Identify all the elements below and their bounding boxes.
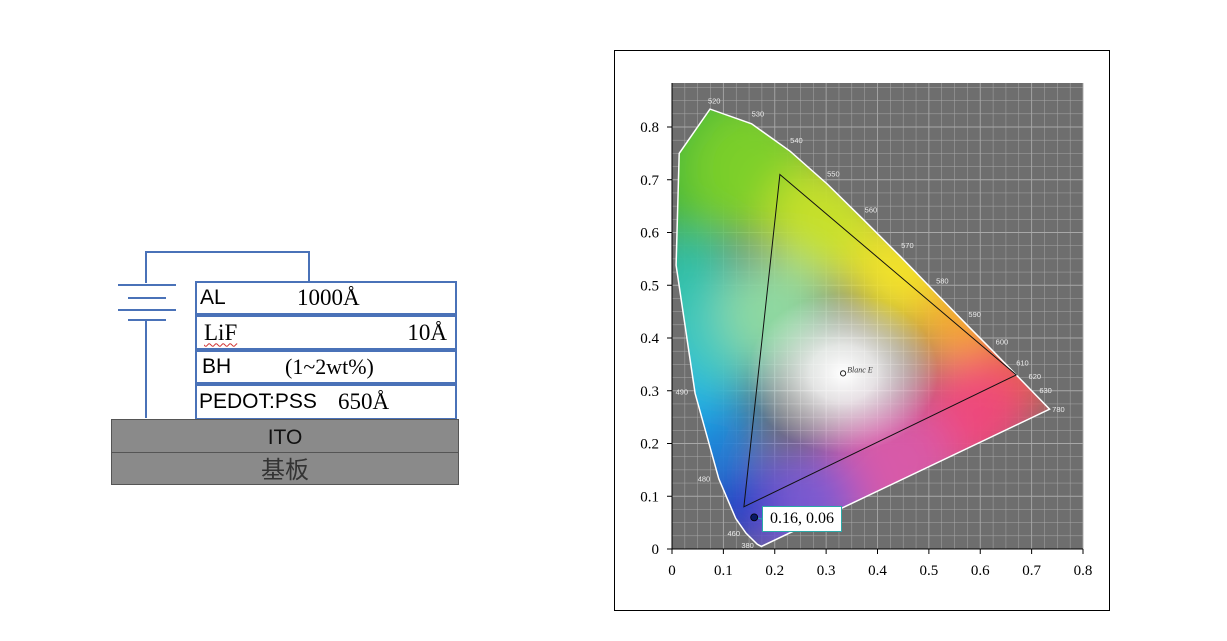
wavelength-label: 590	[968, 310, 981, 319]
y-tick-label: 0.7	[640, 173, 659, 189]
point-callout: 0.16, 0.06	[762, 506, 842, 532]
white-region	[748, 293, 939, 454]
wavelength-label: 600	[996, 337, 1009, 346]
layer-bh-thickness: (1~2wt%)	[285, 354, 374, 379]
x-axis-ticks: 0 0.1 0.2 0.3 0.4 0.5 0.6 0.7 0.8	[668, 549, 1092, 579]
layer-lif: LiF 10Å	[195, 315, 457, 350]
y-tick-label: 0.6	[640, 226, 659, 242]
y-tick-label: 0.5	[640, 278, 659, 294]
wavelength-label: 520	[708, 96, 721, 105]
layer-bh: BH (1~2wt%)	[195, 350, 457, 384]
x-tick-label: 0.3	[817, 563, 836, 579]
layer-pedot: PEDOT:PSS 650Å	[195, 384, 457, 420]
wavelength-label: 540	[790, 136, 803, 145]
x-tick-label: 0.5	[920, 563, 939, 579]
wavelength-label: 480	[698, 474, 711, 483]
wavelength-label: 560	[865, 205, 878, 214]
wavelength-label: 550	[827, 170, 840, 179]
wavelength-label: 460	[727, 529, 740, 538]
layer-lif-thickness: 10Å	[407, 319, 447, 345]
white-point-marker	[839, 370, 847, 377]
layer-al-thickness: 1000Å	[297, 285, 360, 310]
wavelength-label: 380	[741, 541, 754, 550]
gamut-triangle	[743, 173, 1018, 508]
x-tick-label: 0.8	[1074, 563, 1093, 579]
white-point-label: Blanc E	[847, 365, 873, 374]
x-tick-label: 0.2	[765, 563, 784, 579]
wavelength-label: 610	[1016, 358, 1029, 367]
wavelength-label: 580	[936, 277, 949, 286]
wavelength-label: 490	[676, 387, 689, 396]
wavelength-label: 630	[1039, 386, 1052, 395]
spectral-locus	[675, 108, 1051, 548]
wavelength-label: 620	[1029, 372, 1042, 381]
substrate-label: 基板	[261, 458, 309, 484]
y-tick-label: 0.8	[640, 120, 659, 136]
layer-bh-name: BH	[202, 355, 232, 378]
wavelength-label: 570	[901, 241, 914, 250]
x-tick-label: 0.6	[971, 563, 990, 579]
x-tick-label: 0	[668, 563, 676, 579]
ito-label: ITO	[267, 426, 303, 449]
battery-circuit	[118, 251, 310, 418]
x-tick-label: 0.4	[868, 563, 887, 579]
y-tick-label: 0.4	[640, 331, 659, 347]
y-tick-label: 0	[652, 542, 660, 558]
ito-layer: ITO	[111, 419, 459, 453]
y-tick-label: 0.2	[640, 437, 659, 453]
x-tick-label: 0.1	[714, 563, 733, 579]
circuit-wire-top	[145, 251, 310, 283]
layer-pedot-name: PEDOT:PSS	[199, 390, 317, 413]
point-callout-label: 0.16, 0.06	[770, 510, 834, 527]
layer-lif-name: LiF	[204, 319, 238, 345]
x-tick-label: 0.7	[1022, 563, 1041, 579]
layer-al-name: AL	[200, 286, 226, 309]
y-tick-label: 0.1	[640, 489, 659, 505]
y-axis-ticks: 0 0.1 0.2 0.3 0.4 0.5 0.6 0.7 0.8	[640, 120, 672, 558]
wavelength-label: 780	[1052, 405, 1065, 414]
layer-al: AL 1000Å	[195, 281, 457, 315]
wavelength-label: 530	[752, 109, 765, 118]
data-point	[750, 513, 759, 522]
substrate-layer: 基板	[111, 452, 459, 485]
y-tick-label: 0.3	[640, 384, 659, 400]
layer-pedot-thickness: 650Å	[338, 389, 390, 414]
